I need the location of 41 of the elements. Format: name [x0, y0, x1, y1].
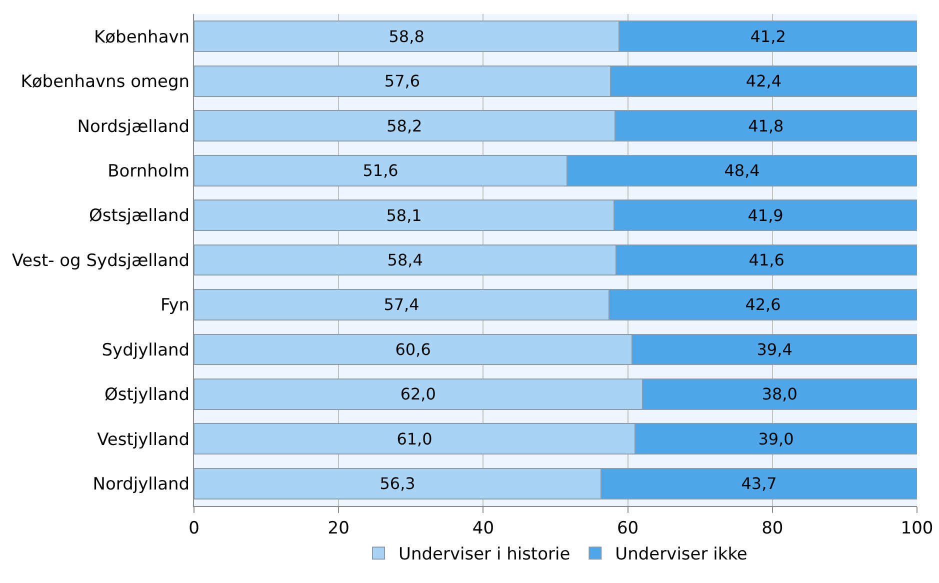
- data-label: 57,4: [384, 295, 420, 314]
- x-tick-label: 20: [328, 518, 350, 538]
- y-tick-label: Sydjylland: [102, 340, 190, 360]
- data-label: 58,2: [386, 116, 422, 136]
- data-label: 56,3: [380, 474, 416, 494]
- x-tick-label: 40: [472, 518, 494, 538]
- y-tick-label: Vestjylland: [97, 430, 190, 450]
- legend-label: Underviser i historie: [398, 544, 570, 565]
- data-label: 62,0: [400, 384, 436, 404]
- data-label: 61,0: [396, 429, 432, 448]
- y-tick-label: Nordjylland: [92, 474, 190, 495]
- data-label: 42,6: [745, 295, 781, 314]
- y-tick-label: Østsjælland: [88, 206, 190, 226]
- data-label: 39,4: [756, 340, 792, 359]
- data-label: 51,6: [362, 161, 398, 180]
- x-tick-label: 0: [188, 518, 200, 538]
- data-label: 58,1: [386, 206, 422, 225]
- data-label: 41,6: [748, 250, 784, 270]
- data-label: 41,9: [748, 206, 784, 225]
- x-tick-label: 100: [900, 518, 934, 538]
- x-tick-label: 60: [616, 518, 639, 538]
- data-label: 42,4: [746, 72, 782, 91]
- y-tick-label: Fyn: [160, 296, 190, 316]
- x-tick-label: 80: [762, 518, 784, 538]
- data-label: 57,6: [384, 72, 420, 91]
- y-tick-label: København: [94, 27, 190, 48]
- data-label: 41,2: [750, 26, 786, 46]
- data-label: 58,4: [387, 250, 423, 270]
- data-label: 39,0: [758, 429, 794, 448]
- data-label: 41,8: [748, 116, 784, 136]
- data-label: 60,6: [395, 340, 431, 359]
- y-tick-label: Nordsjælland: [77, 116, 190, 137]
- y-tick-label: Vest- og Sydsjælland: [12, 250, 190, 271]
- legend-label: Underviser ikke: [615, 544, 748, 565]
- data-label: 38,0: [762, 384, 798, 404]
- y-tick-label: Københavns omegn: [20, 72, 190, 92]
- data-label: 43,7: [741, 474, 777, 494]
- y-tick-label: Østjylland: [104, 385, 190, 406]
- data-label: 58,8: [388, 26, 424, 46]
- data-label: 48,4: [724, 161, 760, 180]
- y-tick-label: Bornholm: [108, 162, 190, 182]
